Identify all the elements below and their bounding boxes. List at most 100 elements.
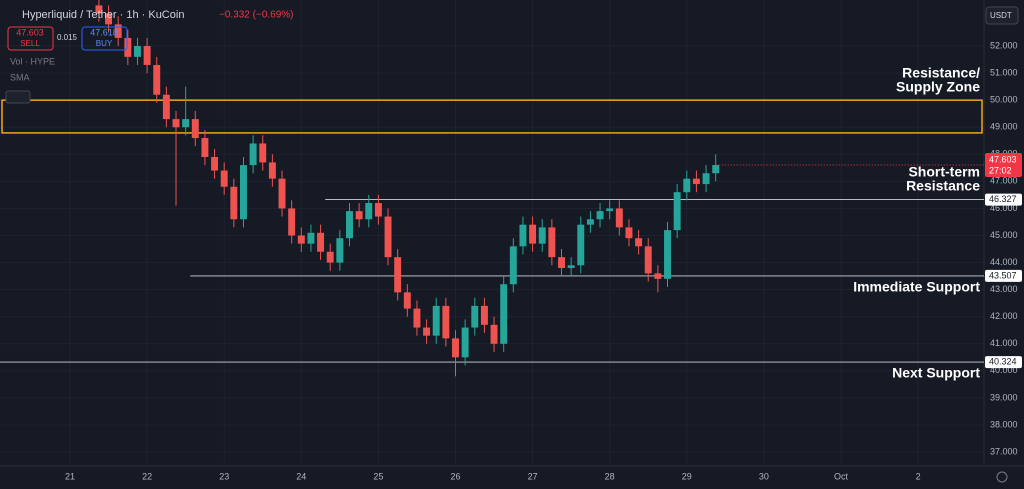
candle <box>143 37 151 74</box>
volume-indicator[interactable]: Vol · HYPE <box>10 56 55 66</box>
candle <box>384 208 392 266</box>
candle <box>297 227 305 252</box>
annotation: Supply Zone <box>896 79 980 95</box>
y-tick-label: 47.000 <box>990 176 1018 186</box>
candle-body <box>384 216 392 258</box>
candle <box>480 297 488 333</box>
y-tick-label: 50.000 <box>990 95 1018 105</box>
candle-body <box>664 230 671 279</box>
settings-icon[interactable] <box>996 471 1008 483</box>
candle <box>403 284 411 317</box>
candle <box>230 178 238 228</box>
y-tick-label: 37.000 <box>990 446 1018 456</box>
x-tick-label: 28 <box>605 471 615 481</box>
candle <box>374 194 382 225</box>
candle <box>105 5 113 33</box>
x-tick-label: 26 <box>450 471 460 481</box>
candle <box>683 170 691 201</box>
candle-body <box>712 165 720 174</box>
x-tick-label: 24 <box>296 471 306 481</box>
candle-body <box>268 162 276 179</box>
candle <box>153 56 161 103</box>
candle-body <box>500 284 508 344</box>
candle <box>278 170 286 217</box>
candle-body <box>702 173 710 185</box>
buy-price: 47.618 <box>90 27 118 37</box>
candle <box>432 297 440 344</box>
candle-body <box>346 211 353 239</box>
x-tick-label: 25 <box>373 471 383 481</box>
candle <box>211 148 219 179</box>
candle <box>529 216 537 252</box>
candle <box>644 238 652 282</box>
candle <box>288 200 296 244</box>
candle <box>326 243 334 271</box>
sma-indicator[interactable]: SMA <box>10 72 30 82</box>
sell-label: SELL <box>20 39 40 48</box>
candle-body <box>654 273 662 279</box>
x-tick-label: 22 <box>142 471 152 481</box>
currency-button[interactable] <box>985 6 1019 25</box>
candle-body <box>220 170 228 187</box>
candle <box>307 224 315 252</box>
collapse-button[interactable] <box>5 90 31 104</box>
candle <box>95 0 103 22</box>
y-tick-label: 51.000 <box>990 67 1018 77</box>
y-tick-label: 46.000 <box>990 203 1018 213</box>
candle-body <box>143 46 151 65</box>
candle <box>124 29 132 65</box>
candle-body <box>413 308 421 328</box>
candle <box>519 216 527 255</box>
y-tick-label: 49.000 <box>990 122 1018 132</box>
level-price-label: 40.324 <box>989 356 1017 366</box>
candle <box>220 162 228 195</box>
candle <box>596 203 604 228</box>
plot-area <box>0 0 984 466</box>
candle <box>336 230 344 271</box>
axes: 37.000 38.000 39.000 40.000 41.000 42.000 43.0… <box>65 40 1022 481</box>
current-price-box <box>985 153 1022 178</box>
candle <box>567 257 575 277</box>
candle <box>664 221 671 287</box>
candle <box>471 297 479 336</box>
candle-body <box>191 119 199 139</box>
candle-body <box>365 203 373 220</box>
candle <box>509 238 517 293</box>
x-tick-label: 2 <box>916 471 921 481</box>
candle <box>615 200 623 236</box>
candle-body <box>317 232 325 252</box>
candle-body <box>288 208 296 236</box>
candle-body <box>182 119 190 128</box>
candle <box>355 203 363 228</box>
candle-body <box>95 5 103 14</box>
level-price-label: 46.327 <box>989 194 1017 204</box>
y-tick-label: 38.000 <box>990 419 1018 429</box>
candle <box>606 200 614 220</box>
candle-body <box>432 305 440 336</box>
level-price-box <box>985 193 1022 206</box>
buy-button[interactable] <box>81 26 128 51</box>
annotation: Immediate Support <box>853 279 980 295</box>
y-tick-label: 40.000 <box>990 365 1018 375</box>
y-tick-label: 44.000 <box>990 257 1018 267</box>
y-tick-label: 42.000 <box>990 311 1018 321</box>
sell-price: 47.603 <box>16 27 44 37</box>
candle <box>673 184 681 239</box>
candle-body <box>124 37 132 57</box>
candle <box>191 110 199 147</box>
candle-body <box>278 178 286 209</box>
candle <box>452 330 459 377</box>
x-tick-label: 23 <box>219 471 229 481</box>
candle-body <box>471 305 479 328</box>
candle-body <box>249 143 257 166</box>
candle-body <box>461 327 469 358</box>
y-tick-label: 41.000 <box>990 338 1018 348</box>
candle <box>162 86 170 128</box>
candle-body <box>153 64 161 95</box>
countdown-label: 27:02 <box>989 165 1012 175</box>
candle-body <box>240 165 247 220</box>
candle <box>490 316 498 352</box>
candle <box>240 157 247 228</box>
sell-button[interactable] <box>7 26 54 51</box>
